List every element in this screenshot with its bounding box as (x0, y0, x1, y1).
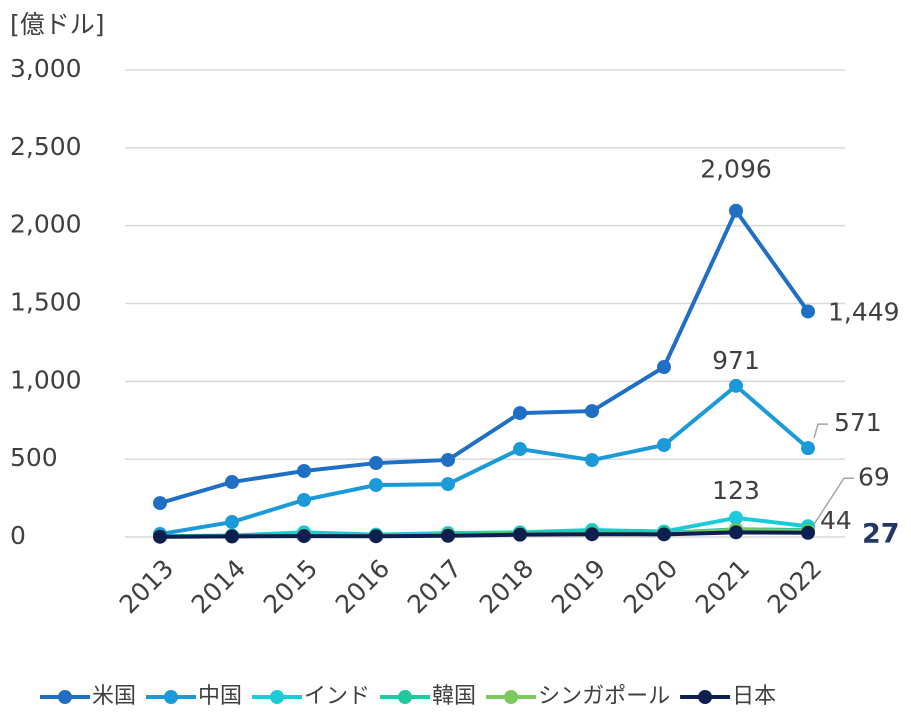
data-point (513, 406, 527, 421)
data-point (657, 527, 671, 542)
legend-marker (58, 690, 72, 704)
data-point (225, 515, 239, 530)
legend-label: 米国 (92, 684, 136, 709)
series-line (159, 206, 810, 505)
data-point (801, 304, 815, 319)
data-point (729, 203, 743, 218)
y-tick-label: 2,500 (10, 132, 82, 161)
x-tick-label: 2014 (186, 554, 251, 619)
x-tick-label: 2022 (762, 554, 827, 619)
x-tick-label: 2017 (402, 554, 467, 619)
legend-marker (164, 690, 179, 704)
legend-marker (270, 690, 285, 704)
data-label: 2,096 (700, 155, 772, 184)
x-tick-label: 2021 (690, 554, 755, 619)
data-point (441, 528, 455, 543)
data-point (225, 475, 239, 490)
y-tick-label: 2,000 (10, 210, 82, 239)
data-point (153, 496, 167, 511)
legend-label: 日本 (732, 684, 776, 709)
x-tick-label: 2013 (114, 554, 179, 619)
data-point (801, 525, 815, 540)
data-point (153, 529, 167, 544)
data-point (729, 378, 743, 393)
data-point (657, 360, 671, 375)
y-tick-label: 0 (10, 521, 26, 550)
data-point (225, 529, 239, 544)
data-label: 123 (712, 476, 760, 505)
data-point (297, 463, 311, 478)
y-tick-label: 1,500 (10, 288, 82, 317)
series-line (159, 383, 810, 537)
data-point (729, 525, 743, 540)
data-label: 971 (712, 346, 760, 375)
legend-label: 韓国 (432, 684, 476, 709)
data-point (585, 527, 599, 542)
data-label: 44 (820, 506, 852, 535)
y-tick-label: 1,000 (10, 365, 82, 394)
data-point (297, 492, 311, 507)
data-point (369, 456, 383, 471)
data-point (585, 404, 599, 419)
data-point (801, 441, 815, 456)
data-label: 27 (862, 518, 900, 549)
data-point (513, 442, 527, 457)
data-point (441, 477, 455, 492)
legend-label: シンガポール (538, 684, 670, 709)
data-point (657, 438, 671, 453)
x-tick-label: 2020 (618, 554, 683, 619)
y-axis-label: [億ドル] (10, 10, 105, 39)
leader-line (813, 423, 828, 439)
data-point (729, 510, 743, 525)
y-tick-label: 500 (10, 443, 58, 472)
y-tick-label: 3,000 (10, 54, 82, 83)
legend-marker (698, 690, 713, 704)
legend-label: 中国 (198, 684, 242, 709)
data-label: 1,449 (828, 297, 900, 326)
x-tick-label: 2016 (330, 554, 395, 619)
leader-line (813, 477, 854, 525)
legend-label: インド (304, 684, 370, 709)
x-tick-label: 2015 (258, 554, 323, 619)
data-point (297, 529, 311, 544)
data-point (369, 478, 383, 493)
data-point (441, 452, 455, 467)
data-point (369, 529, 383, 544)
legend-marker (504, 690, 519, 704)
data-label: 571 (834, 408, 882, 437)
data-label: 69 (858, 462, 890, 491)
x-tick-label: 2019 (546, 554, 611, 619)
data-point (513, 527, 527, 542)
legend-marker (398, 690, 413, 704)
x-tick-label: 2018 (474, 554, 539, 619)
data-point (585, 453, 599, 468)
series-line (159, 530, 809, 539)
